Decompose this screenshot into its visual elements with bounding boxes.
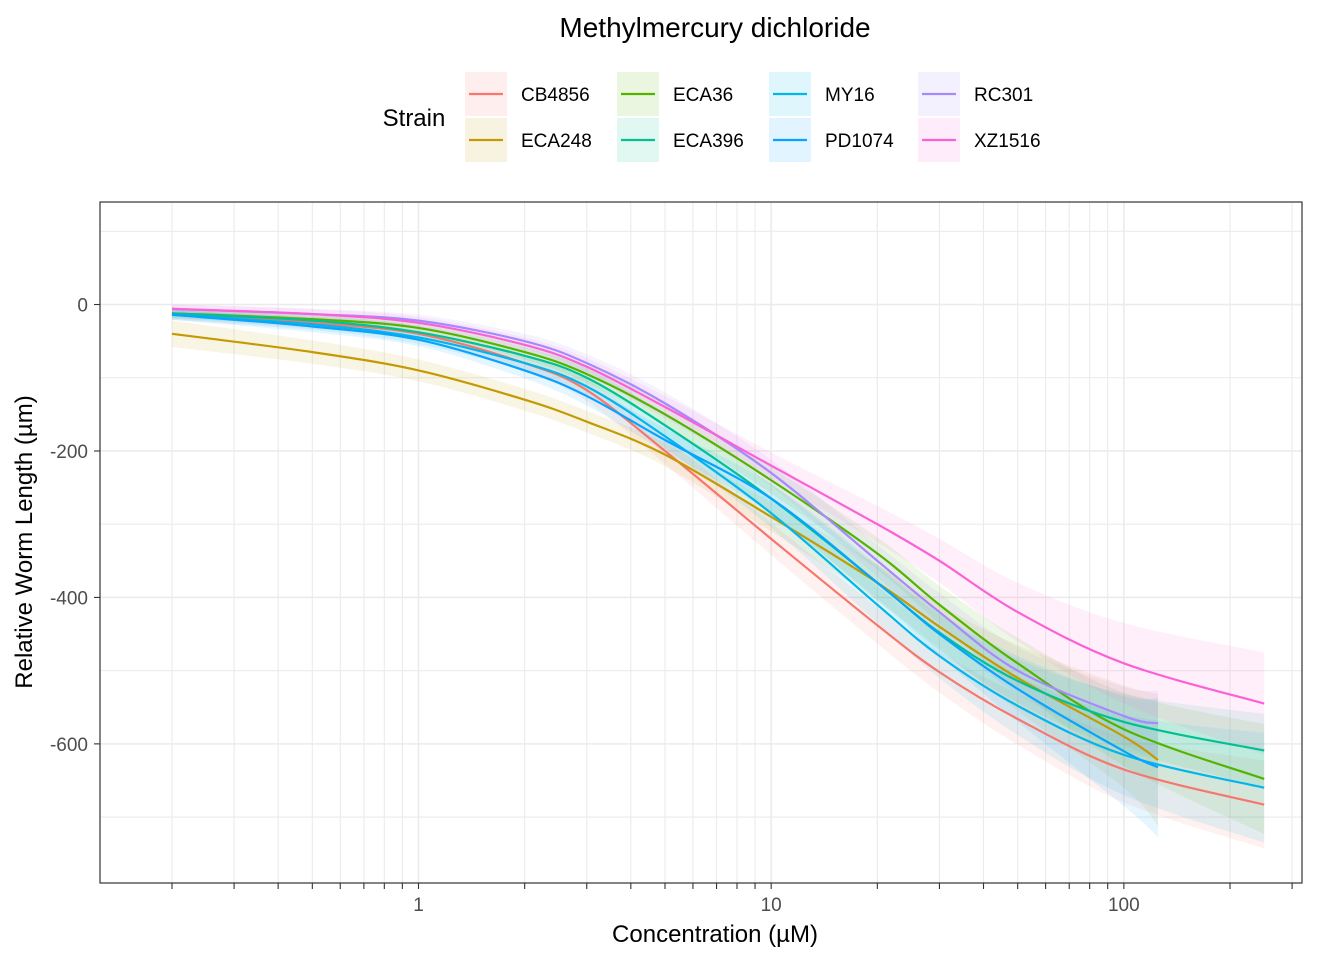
legend-item-my16: MY16 bbox=[769, 72, 875, 116]
ribbon-cb4856 bbox=[171, 307, 1265, 849]
y-tick-label: -400 bbox=[50, 588, 88, 609]
x-tick-label: 1 bbox=[413, 895, 424, 916]
legend-item-rc301: RC301 bbox=[918, 72, 1033, 116]
series-line-my16 bbox=[171, 313, 1265, 789]
x-tick-label: 10 bbox=[761, 895, 782, 916]
legend-label: MY16 bbox=[825, 85, 875, 106]
minor-gridlines bbox=[100, 202, 1302, 883]
series-line-eca248 bbox=[171, 332, 1159, 761]
legend: Strain CB4856 ECA248 ECA36 ECA396 MY16 PD1074… bbox=[383, 72, 1041, 162]
series-line-xz1516 bbox=[171, 307, 1265, 705]
panel-border bbox=[99, 201, 1303, 884]
series-line-pd1074 bbox=[171, 313, 1159, 769]
ribbon-eca36 bbox=[171, 308, 1265, 834]
y-tick-label: 0 bbox=[77, 296, 88, 317]
legend-item-eca36: ECA36 bbox=[617, 72, 733, 116]
legend-item-eca248: ECA248 bbox=[465, 118, 592, 162]
x-tick-label: 100 bbox=[1108, 895, 1140, 916]
y-axis: 0 -200 -400 -600 bbox=[50, 296, 100, 756]
legend-label: RC301 bbox=[974, 85, 1033, 106]
ribbon-rc301 bbox=[171, 304, 1159, 757]
legend-label: XZ1516 bbox=[974, 131, 1041, 152]
legend-label: ECA36 bbox=[673, 85, 733, 106]
ribbon-xz1516 bbox=[171, 304, 1265, 755]
legend-label: PD1074 bbox=[825, 131, 894, 152]
series-line-cb4856 bbox=[171, 312, 1265, 806]
legend-item-pd1074: PD1074 bbox=[769, 118, 894, 162]
y-tick-label: -600 bbox=[50, 735, 88, 756]
ribbon-my16 bbox=[171, 309, 1265, 843]
series-lines bbox=[171, 307, 1265, 806]
panel-background bbox=[100, 202, 1302, 883]
x-axis: 1 10 100 bbox=[171, 883, 1293, 916]
legend-label: CB4856 bbox=[521, 85, 590, 106]
x-axis-title: Concentration (µM) bbox=[612, 921, 818, 948]
legend-label: ECA248 bbox=[521, 131, 592, 152]
series-line-eca396 bbox=[171, 312, 1265, 752]
major-gridlines bbox=[100, 202, 1302, 883]
legend-item-eca396: ECA396 bbox=[617, 118, 744, 162]
legend-title: Strain bbox=[383, 105, 446, 132]
plot-panel bbox=[99, 201, 1303, 884]
legend-label: ECA396 bbox=[673, 131, 744, 152]
chart-title: Methylmercury dichloride bbox=[559, 12, 870, 43]
legend-item-xz1516: XZ1516 bbox=[918, 118, 1041, 162]
y-axis-title: Relative Worm Length (µm) bbox=[11, 395, 38, 688]
y-tick-label: -200 bbox=[50, 442, 88, 463]
legend-item-cb4856: CB4856 bbox=[465, 72, 590, 116]
